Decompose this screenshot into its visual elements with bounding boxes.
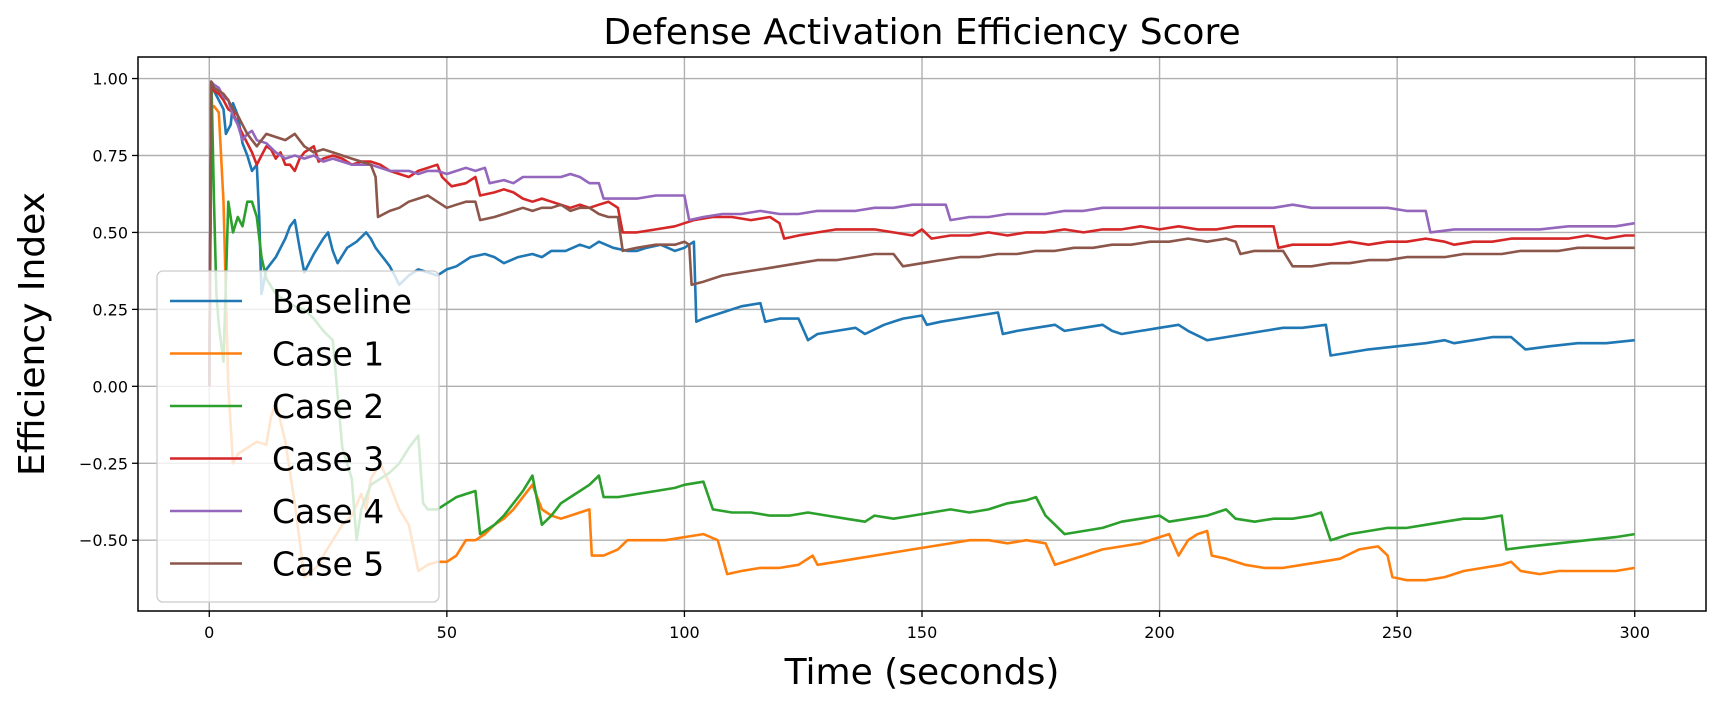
legend-label: Baseline <box>272 282 412 321</box>
y-tick-label: −0.25 <box>79 454 128 473</box>
legend: Baseline Case 1 Case 2 Case 3 Case 4 Case 5 <box>156 270 440 603</box>
x-tick-label: 200 <box>1144 623 1175 642</box>
y-tick-label: 0.50 <box>92 223 128 242</box>
legend-label: Case 3 <box>272 440 384 479</box>
x-axis-label: Time (seconds) <box>784 652 1060 693</box>
series-line-6 <box>208 80 1635 387</box>
x-tick-label: 150 <box>907 623 938 642</box>
x-tick-label: 300 <box>1619 623 1650 642</box>
series-line-4 <box>208 83 1635 387</box>
y-tick-label: 1.00 <box>92 70 128 89</box>
y-tick-label: −0.50 <box>79 531 128 550</box>
legend-label: Case 4 <box>272 492 384 531</box>
x-tick-label: 0 <box>204 623 214 642</box>
x-tick-label: 250 <box>1382 623 1413 642</box>
y-tick-label: 0.00 <box>92 377 128 396</box>
legend-label: Case 5 <box>272 545 384 584</box>
chart-title: Defense Activation Efficiency Score <box>603 12 1240 53</box>
x-tick-label: 100 <box>669 623 700 642</box>
x-tick-label: 50 <box>437 623 457 642</box>
legend-label: Case 2 <box>272 387 384 426</box>
y-tick-label: 0.75 <box>92 146 128 165</box>
y-axis-label: Efficiency Index <box>12 192 53 476</box>
legend-label: Case 1 <box>272 335 384 374</box>
ticks: 0 50 100 150 200 250 300 1.00 0.75 0.50 0.25 0.00 −0… <box>79 70 1650 642</box>
y-tick-label: 0.25 <box>92 300 128 319</box>
series-line-5 <box>208 80 1635 387</box>
